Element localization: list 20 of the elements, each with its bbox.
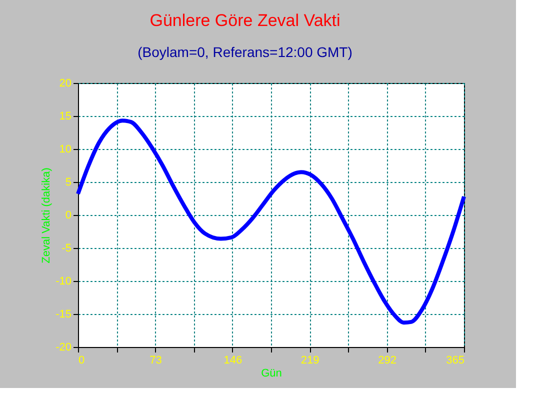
x-tick-label: 365 — [446, 354, 464, 366]
x-tick-label: 292 — [378, 354, 396, 366]
y-axis-title: Zeval Vakti (dakika) — [40, 168, 53, 264]
y-tick-label: -15 — [56, 308, 72, 320]
x-axis-title: Gün — [261, 368, 282, 380]
y-tick-label: 10 — [59, 144, 72, 156]
y-tick-label: -5 — [62, 242, 72, 254]
y-tick-label: -20 — [56, 342, 72, 354]
x-tick-label: 219 — [300, 354, 320, 366]
line-series — [76, 118, 466, 325]
x-tick-label: 146 — [224, 354, 242, 366]
y-tick-label: 0 — [65, 210, 72, 222]
y-tick-label: 20 — [59, 78, 72, 90]
x-tick-label: 73 — [150, 354, 162, 366]
x-tick-label: 0 — [78, 354, 85, 366]
chart-title: Günlere Göre Zeval Vakti — [150, 11, 340, 30]
y-tick-label: 5 — [65, 176, 72, 188]
y-tick-label: -10 — [56, 276, 72, 288]
chart-subtitle: (Boylam=0, Referans=12:00 GMT) — [138, 44, 352, 60]
y-tick-label: 15 — [59, 110, 72, 122]
